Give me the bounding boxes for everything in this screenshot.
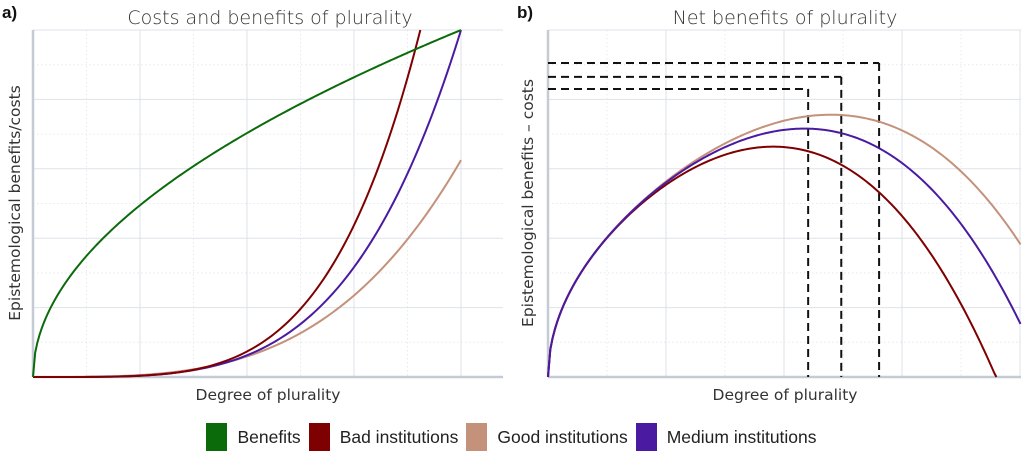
legend-swatch-good: [466, 423, 488, 451]
legend-item-bad: Bad institutions: [308, 423, 459, 451]
legend: Benefits Bad institutions Good instituti…: [0, 420, 1023, 454]
legend-label-benefits: Benefits: [237, 426, 301, 447]
panel-a-x-label: Degree of plurality: [196, 386, 341, 404]
panel-b-x-label: Degree of plurality: [713, 386, 858, 404]
legend-swatch-medium: [635, 423, 657, 451]
panel-a: a) Costs and benefits of plurality Degre…: [2, 3, 503, 404]
panel-a-grid: [33, 29, 503, 377]
panel-a-curve-bad: [33, 29, 422, 378]
legend-label-bad: Bad institutions: [339, 426, 459, 447]
panel-b-letter: b): [517, 3, 533, 22]
panel-a-title: Costs and benefits of plurality: [127, 7, 412, 29]
legend-item-medium: Medium institutions: [635, 423, 817, 451]
legend-item-benefits: Benefits: [206, 423, 301, 451]
panel-a-curve-benefits: [32, 29, 462, 378]
panel-a-curves: [32, 29, 462, 378]
legend-label-good: Good institutions: [497, 426, 628, 447]
panel-b-y-label: Epistemological benefits – costs: [519, 79, 537, 327]
panel-b-curve-medium: [547, 127, 1022, 378]
panel-b-optimum-guides: [548, 61, 881, 377]
panel-b-curves: [547, 113, 1022, 378]
panel-b-grid: [548, 29, 1021, 377]
legend-label-medium: Medium institutions: [666, 426, 817, 447]
panel-b: b) Net benefits of plurality Degree of p…: [517, 3, 1022, 404]
legend-item-good: Good institutions: [466, 423, 628, 451]
panel-b-title: Net benefits of plurality: [673, 7, 898, 29]
legend-swatch-benefits: [206, 423, 228, 451]
panel-a-y-label: Epistemological benefits/costs: [6, 85, 24, 321]
panel-a-letter: a): [2, 3, 17, 22]
legend-swatch-bad: [308, 423, 330, 451]
